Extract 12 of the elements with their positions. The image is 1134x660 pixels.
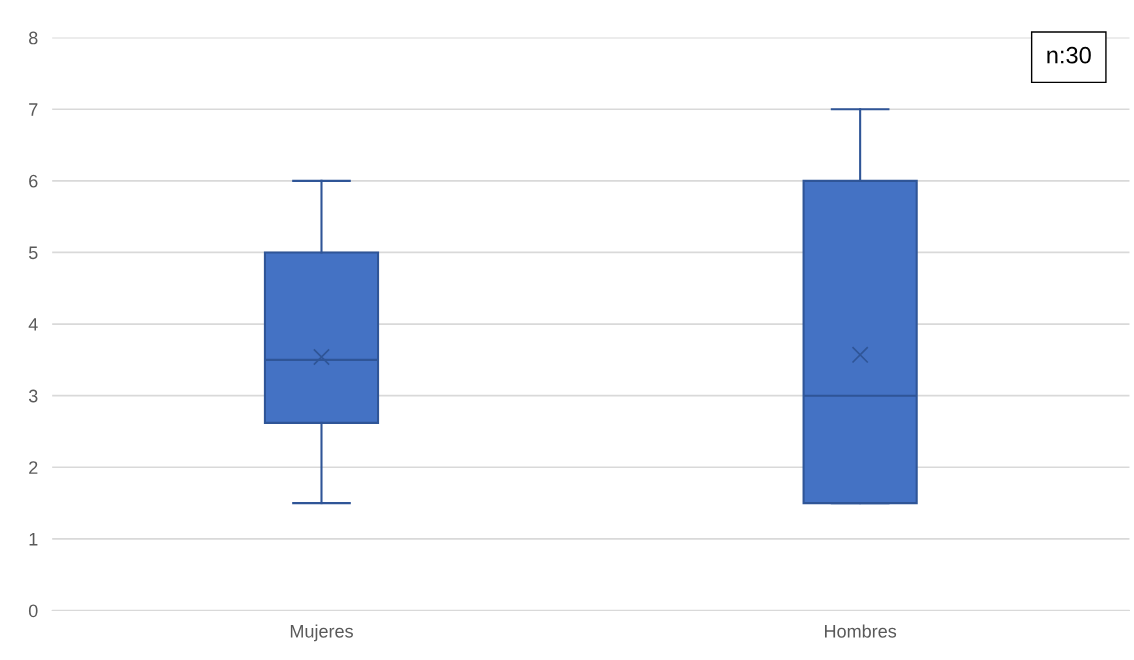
x-tick-label: Hombres xyxy=(825,624,897,638)
y-tick-label: 0 xyxy=(28,604,38,618)
y-tick-label: 7 xyxy=(29,103,38,116)
y-tick-label: 5 xyxy=(28,246,38,260)
y-tick-label: 3 xyxy=(28,389,38,403)
y-tick-label: 2 xyxy=(29,461,38,474)
y-tick-label: 8 xyxy=(29,31,38,45)
y-tick-label: 1 xyxy=(29,533,38,546)
y-tick-label: 4 xyxy=(28,318,38,331)
x-tick-label: Mujeres xyxy=(290,624,353,642)
y-tick-label: 6 xyxy=(29,174,38,188)
annotation: n:30 xyxy=(1047,46,1091,64)
